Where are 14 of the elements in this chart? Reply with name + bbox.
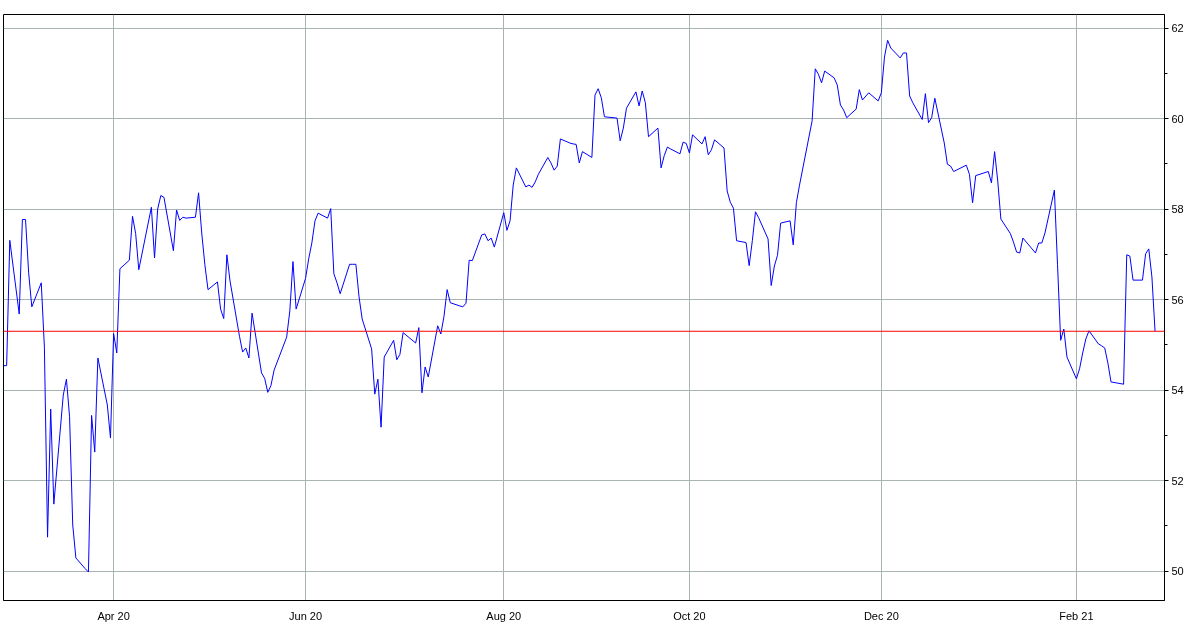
x-tick-label: Oct 20	[673, 609, 706, 622]
x-tick-label: Feb 21	[1059, 609, 1094, 622]
y-tick-label: 50	[1171, 565, 1184, 578]
x-tick-label: Dec 20	[863, 609, 899, 622]
y-tick-label: 62	[1171, 22, 1184, 35]
x-tick-label: Jun 20	[289, 609, 323, 622]
line-series	[3, 39, 1156, 573]
y-tick-label: 58	[1171, 203, 1184, 216]
y-tick-label: 56	[1171, 293, 1184, 306]
x-tick-label: Aug 20	[486, 609, 522, 622]
y-tick-label: 52	[1171, 474, 1184, 487]
x-tick-label: Apr 20	[97, 609, 130, 622]
y-tick-label: 60	[1171, 112, 1184, 125]
y-tick-label: 54	[1171, 384, 1184, 397]
